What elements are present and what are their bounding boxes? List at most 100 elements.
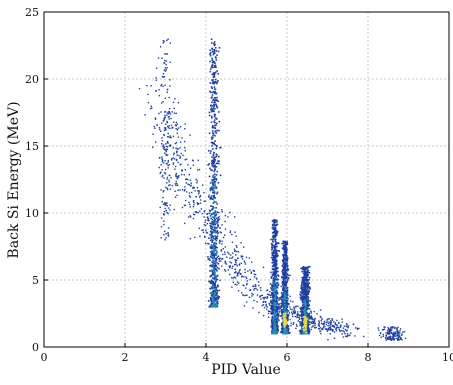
data-point <box>155 141 156 142</box>
data-point <box>290 325 291 326</box>
data-point <box>172 111 173 112</box>
data-point <box>178 155 179 156</box>
data-point <box>274 303 276 305</box>
data-point <box>404 331 405 332</box>
data-point <box>229 212 230 213</box>
data-point <box>205 219 206 220</box>
data-point <box>274 325 276 327</box>
data-point <box>148 102 149 103</box>
data-point <box>276 220 278 222</box>
data-point <box>307 270 309 272</box>
data-point <box>244 260 245 261</box>
data-point <box>173 147 174 148</box>
data-point <box>193 218 194 219</box>
data-point <box>284 308 286 310</box>
data-point <box>173 154 174 155</box>
data-point <box>205 229 206 230</box>
data-point <box>393 333 394 334</box>
data-point <box>214 116 216 118</box>
data-point <box>231 267 232 268</box>
data-point <box>218 182 220 184</box>
data-point <box>211 295 213 297</box>
data-point <box>273 220 275 222</box>
data-point <box>285 264 287 266</box>
data-point <box>272 232 274 234</box>
data-point <box>211 79 213 81</box>
data-point <box>214 222 216 224</box>
data-point <box>270 297 271 298</box>
data-point <box>168 97 169 98</box>
data-point <box>272 239 274 241</box>
data-point <box>285 259 287 261</box>
data-point <box>209 132 211 134</box>
data-point <box>213 154 215 156</box>
data-point <box>214 91 216 93</box>
data-point <box>320 316 321 317</box>
data-point <box>215 207 217 209</box>
data-point <box>276 268 278 270</box>
data-point <box>285 298 287 300</box>
data-point <box>282 260 284 262</box>
data-point <box>199 210 200 211</box>
data-point <box>200 202 201 203</box>
data-point <box>209 61 211 63</box>
data-point <box>297 311 298 312</box>
data-point <box>215 274 217 276</box>
data-point <box>293 306 294 307</box>
x-axis-title: PID Value <box>211 362 281 378</box>
data-point <box>176 183 177 184</box>
data-point <box>214 211 216 213</box>
data-point <box>250 279 251 280</box>
data-point <box>178 102 179 103</box>
data-point <box>168 127 169 128</box>
data-point <box>166 151 167 152</box>
data-point <box>305 282 307 284</box>
data-point <box>223 237 224 238</box>
data-point <box>175 174 176 175</box>
data-point <box>285 286 287 288</box>
data-point <box>193 165 194 166</box>
data-point <box>175 147 176 148</box>
data-point <box>166 114 167 115</box>
data-point <box>237 265 238 266</box>
data-point <box>332 319 333 320</box>
data-point <box>209 213 211 215</box>
data-point <box>174 158 175 159</box>
data-point <box>276 296 278 298</box>
data-point <box>310 321 311 322</box>
data-point <box>171 125 172 126</box>
data-point <box>286 315 288 317</box>
data-point <box>213 198 215 200</box>
data-point <box>271 288 273 290</box>
data-point <box>268 313 269 314</box>
data-point <box>152 134 153 135</box>
data-point <box>210 288 212 290</box>
data-point <box>212 264 214 266</box>
data-point <box>221 241 222 242</box>
data-point <box>393 335 394 336</box>
data-point <box>165 143 166 144</box>
data-point <box>293 322 294 323</box>
data-point <box>318 325 319 326</box>
data-point <box>276 246 278 248</box>
data-point <box>216 99 218 101</box>
data-point <box>188 216 189 217</box>
data-point <box>173 122 174 123</box>
data-point <box>289 312 290 313</box>
data-point <box>273 320 275 322</box>
data-point <box>161 122 162 123</box>
data-point <box>211 269 213 271</box>
data-point <box>169 79 170 80</box>
data-point <box>275 328 277 330</box>
data-point <box>343 327 344 328</box>
data-point <box>306 293 308 295</box>
data-point <box>216 97 218 99</box>
data-point <box>246 284 247 285</box>
data-point <box>258 312 259 313</box>
data-point <box>211 261 213 263</box>
data-point <box>275 268 277 270</box>
data-point <box>277 271 279 273</box>
data-point <box>186 191 187 192</box>
data-point <box>209 210 211 212</box>
data-point <box>286 302 288 304</box>
